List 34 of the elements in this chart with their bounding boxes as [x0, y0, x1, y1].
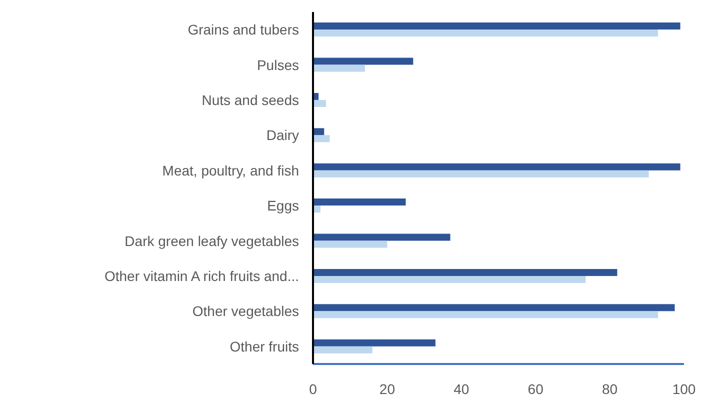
bar: [313, 234, 450, 241]
bar: [313, 64, 365, 72]
y-tick-label: Nuts and seeds: [202, 92, 299, 108]
bar: [313, 100, 326, 107]
x-tick-label: 20: [379, 380, 396, 397]
bar: [313, 58, 414, 65]
y-tick-label: Dark green leafy vegetables: [124, 232, 299, 249]
bar: [313, 268, 618, 276]
y-tick-label: Other vegetables: [192, 303, 299, 320]
bar: [313, 304, 675, 312]
bar: [313, 198, 406, 206]
y-tick-label: Meat, poultry, and fish: [162, 162, 299, 178]
x-tick-label: 60: [528, 380, 544, 397]
y-tick-label: Other fruits: [230, 338, 299, 354]
y-tick-label: Dairy: [266, 127, 299, 144]
x-tick-label: 0: [309, 380, 318, 397]
bar: [313, 346, 372, 354]
x-tick-label: 100: [672, 380, 696, 397]
y-tick-label: Grains and tubers: [188, 22, 299, 38]
y-tick-label: Eggs: [267, 198, 299, 214]
bar: [313, 22, 680, 30]
bar: [313, 240, 388, 248]
x-tick-label: 40: [454, 380, 470, 397]
y-tick-label: Other vitamin A rich fruits and...: [104, 268, 299, 284]
bar: [313, 128, 324, 136]
bar: [313, 276, 586, 283]
bar: [313, 135, 330, 142]
y-tick-label: Pulses: [256, 56, 299, 73]
bar: [313, 339, 436, 346]
bar: [313, 311, 658, 318]
bar: [313, 30, 658, 37]
bar: [313, 163, 680, 170]
bar: [313, 170, 649, 178]
x-tick-label: 80: [602, 380, 618, 397]
